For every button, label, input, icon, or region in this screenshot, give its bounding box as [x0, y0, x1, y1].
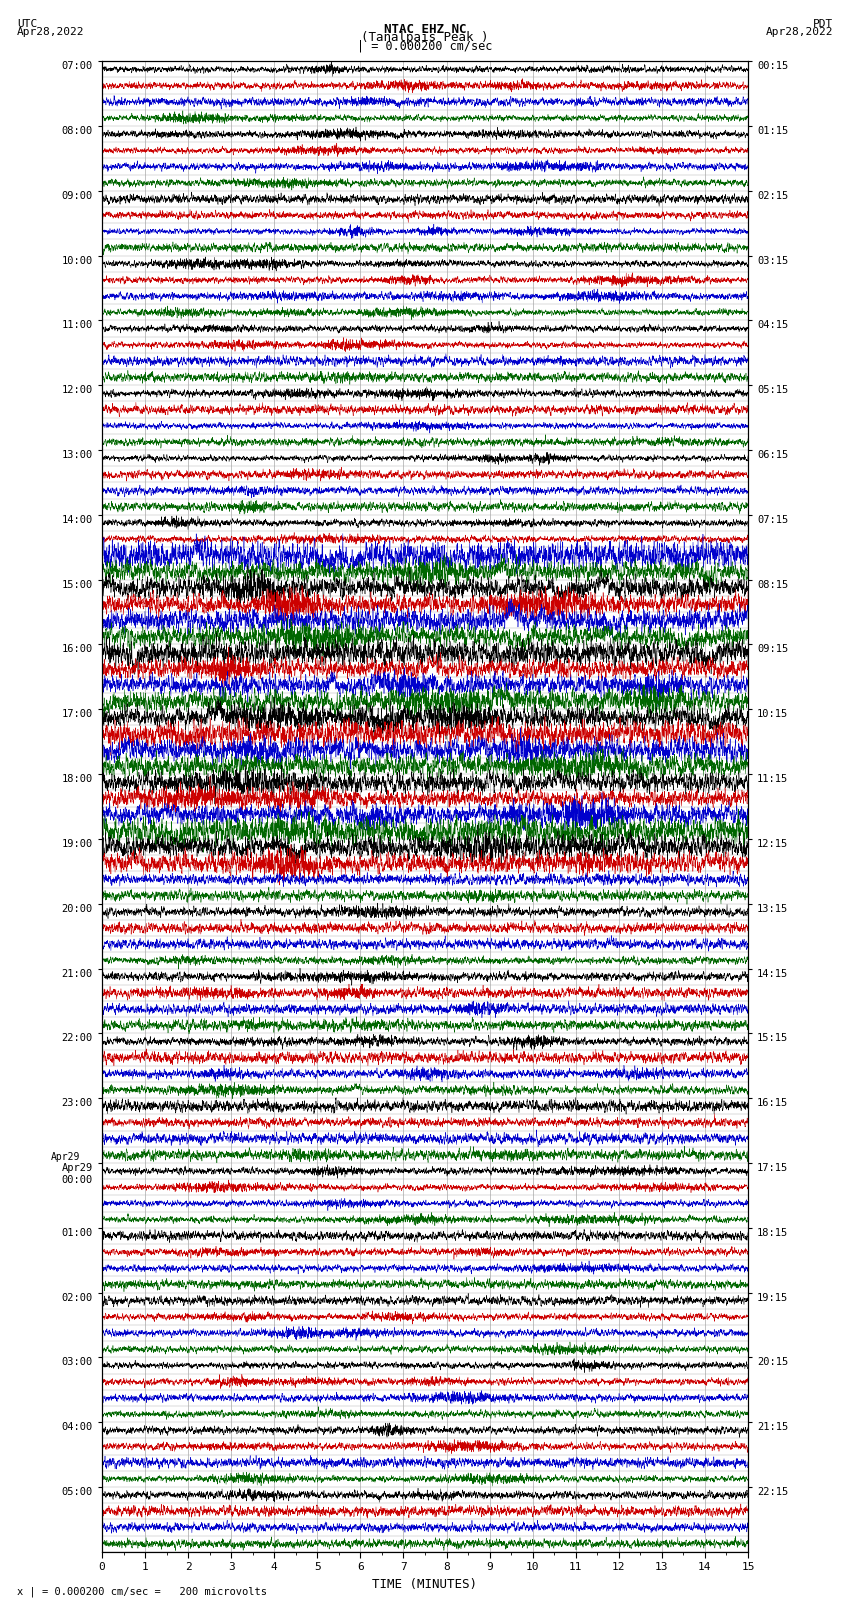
Text: UTC: UTC	[17, 19, 37, 29]
Text: | = 0.000200 cm/sec: | = 0.000200 cm/sec	[357, 39, 493, 53]
X-axis label: TIME (MINUTES): TIME (MINUTES)	[372, 1578, 478, 1590]
Text: PDT: PDT	[813, 19, 833, 29]
Text: Apr28,2022: Apr28,2022	[17, 27, 84, 37]
Text: Apr28,2022: Apr28,2022	[766, 27, 833, 37]
Text: (Tanalpais Peak ): (Tanalpais Peak )	[361, 31, 489, 45]
Text: x | = 0.000200 cm/sec =   200 microvolts: x | = 0.000200 cm/sec = 200 microvolts	[17, 1586, 267, 1597]
Text: NTAC EHZ NC: NTAC EHZ NC	[383, 24, 467, 37]
Text: Apr29: Apr29	[51, 1152, 81, 1161]
